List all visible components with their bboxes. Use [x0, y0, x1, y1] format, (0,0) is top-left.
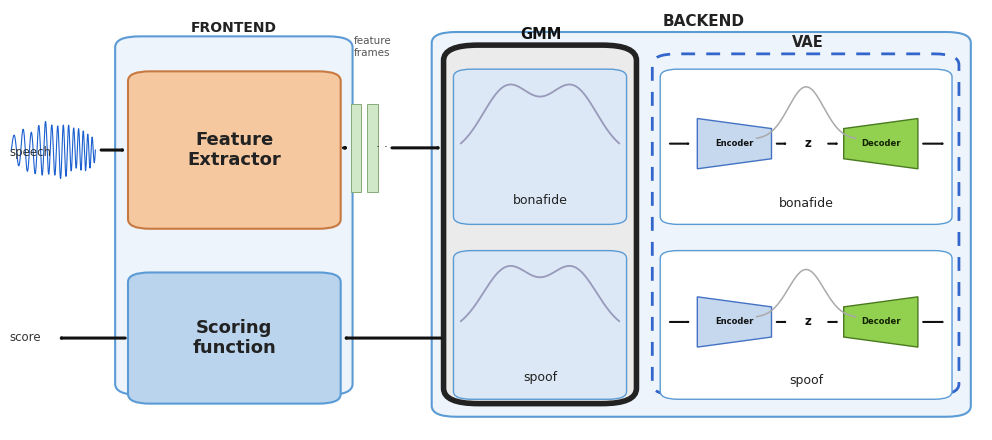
Text: Scoring
function: Scoring function	[192, 319, 276, 357]
FancyBboxPatch shape	[115, 37, 352, 395]
Text: · ·: · ·	[376, 141, 388, 154]
Text: spoof: spoof	[789, 374, 823, 387]
Text: Decoder: Decoder	[861, 139, 901, 148]
Text: bonafide: bonafide	[779, 197, 833, 210]
FancyBboxPatch shape	[453, 251, 627, 399]
FancyBboxPatch shape	[443, 45, 637, 403]
Text: Encoder: Encoder	[715, 139, 754, 148]
Text: bonafide: bonafide	[513, 194, 567, 207]
Polygon shape	[697, 118, 772, 169]
Polygon shape	[844, 297, 918, 347]
FancyBboxPatch shape	[661, 69, 952, 224]
FancyBboxPatch shape	[128, 71, 340, 229]
Text: GMM: GMM	[520, 27, 561, 42]
Text: VAE: VAE	[792, 36, 823, 51]
FancyBboxPatch shape	[661, 251, 952, 399]
Polygon shape	[697, 297, 772, 347]
Text: Encoder: Encoder	[715, 318, 754, 326]
Text: FRONTEND: FRONTEND	[190, 21, 277, 35]
Text: z: z	[805, 137, 811, 150]
FancyBboxPatch shape	[453, 69, 627, 224]
Text: score: score	[9, 331, 41, 344]
Text: spoof: spoof	[523, 371, 558, 384]
FancyBboxPatch shape	[128, 272, 340, 403]
Text: speech: speech	[9, 146, 52, 159]
FancyBboxPatch shape	[367, 104, 378, 191]
Text: BACKEND: BACKEND	[663, 14, 745, 29]
Text: z: z	[805, 315, 811, 329]
Polygon shape	[844, 118, 918, 169]
Text: feature
frames: feature frames	[353, 37, 391, 58]
Text: Decoder: Decoder	[861, 318, 901, 326]
FancyBboxPatch shape	[653, 54, 959, 395]
FancyBboxPatch shape	[350, 104, 361, 191]
FancyBboxPatch shape	[432, 32, 971, 417]
Text: Feature
Extractor: Feature Extractor	[187, 131, 281, 169]
